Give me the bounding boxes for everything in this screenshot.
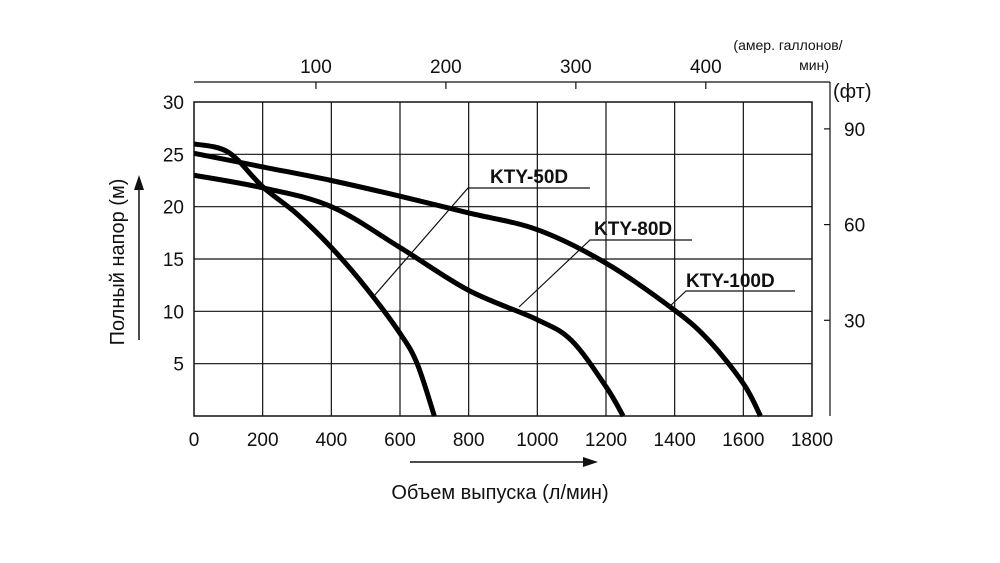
curve-kty-80d [193, 172, 626, 418]
x-axis-label: Объем выпуска (л/мин) [391, 482, 608, 504]
secondary-y-tick-label: 30 [844, 311, 865, 332]
x-tick-label: 200 [247, 430, 279, 451]
y-tick-label: 5 [173, 355, 184, 376]
y-tick-label: 15 [163, 250, 184, 271]
secondary-x-label-line1: (амер. галлонов/ [733, 37, 842, 53]
secondary-y-tick-label: 60 [844, 216, 865, 237]
x-tick-label: 1400 [654, 430, 696, 451]
series-label-kty-100d: KTY-100D [667, 271, 795, 309]
y-tick-label: 10 [163, 302, 184, 323]
secondary-x-tick-label: 300 [560, 57, 592, 78]
secondary-y-tick-label: 90 [844, 120, 865, 141]
x-tick-label: 1200 [585, 430, 627, 451]
series-name: KTY-100D [686, 271, 775, 292]
secondary-x-tick-label: 200 [430, 57, 462, 78]
secondary-x-label-line2: мин) [799, 57, 829, 73]
curve-kty-100d [193, 150, 763, 418]
series-label-kty-50d: KTY-50D [373, 167, 590, 297]
secondary-x-tick-label: 100 [300, 57, 332, 78]
series-name: KTY-80D [594, 219, 672, 240]
series-name: KTY-50D [490, 167, 568, 188]
x-tick-label: 0 [189, 430, 200, 451]
y-tick-label: 20 [163, 198, 184, 219]
x-tick-label: 800 [453, 430, 485, 451]
y-axis-arrow-icon [134, 175, 144, 190]
axes: 0 200 400 600 800 1000 1200 1400 1600 1800 5 10 15 20… [163, 57, 865, 451]
x-tick-label: 1000 [516, 430, 558, 451]
x-tick-label: 600 [384, 430, 416, 451]
y-tick-label: 30 [163, 93, 184, 114]
curves [193, 141, 763, 418]
x-tick-label: 1600 [722, 430, 764, 451]
y-tick-label: 25 [163, 145, 184, 166]
x-tick-label: 1800 [791, 430, 833, 451]
x-tick-label: 400 [315, 430, 347, 451]
grid [193, 101, 813, 417]
y-axis-label: Полный напор (м) [107, 179, 129, 346]
x-axis-arrow-icon [583, 457, 598, 467]
secondary-x-tick-label: 400 [690, 57, 722, 78]
curve-kty-50d [193, 141, 437, 417]
series-label-kty-80d: KTY-80D [518, 219, 692, 308]
secondary-y-label: (фт) [833, 81, 872, 103]
